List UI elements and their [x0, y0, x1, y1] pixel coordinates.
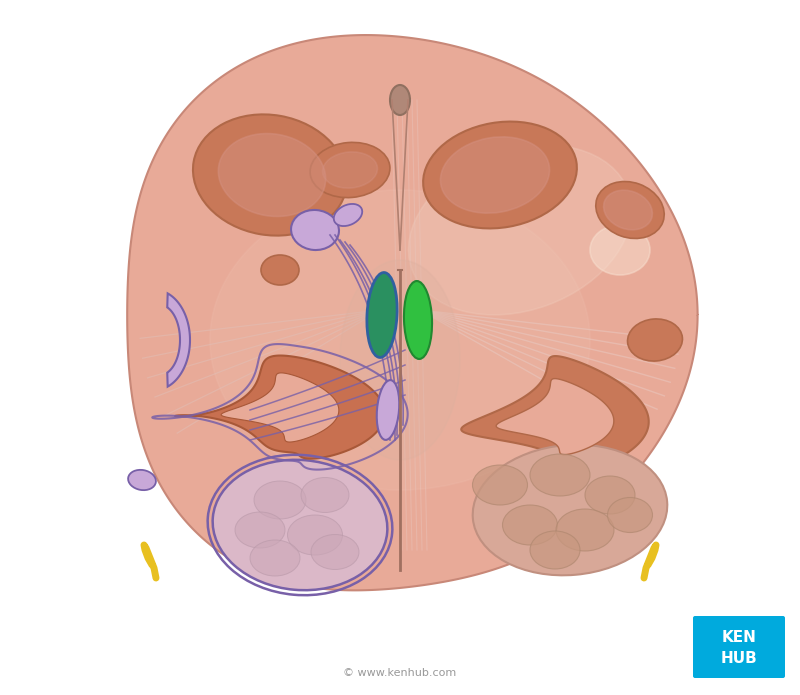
Polygon shape: [167, 293, 190, 386]
Ellipse shape: [334, 204, 362, 226]
Text: KEN: KEN: [722, 630, 757, 645]
Ellipse shape: [596, 181, 664, 238]
Ellipse shape: [367, 272, 397, 357]
Ellipse shape: [556, 509, 614, 551]
Ellipse shape: [530, 454, 590, 496]
Ellipse shape: [213, 460, 387, 590]
Ellipse shape: [604, 190, 652, 230]
Polygon shape: [221, 373, 339, 442]
Ellipse shape: [261, 255, 299, 285]
Ellipse shape: [409, 145, 631, 315]
Ellipse shape: [530, 531, 580, 569]
Polygon shape: [462, 356, 649, 473]
Polygon shape: [175, 356, 385, 459]
Ellipse shape: [210, 190, 590, 490]
Ellipse shape: [301, 477, 349, 512]
Ellipse shape: [585, 476, 635, 514]
Ellipse shape: [340, 260, 460, 460]
Ellipse shape: [473, 445, 667, 575]
Ellipse shape: [627, 319, 682, 361]
Polygon shape: [496, 379, 614, 455]
Ellipse shape: [193, 115, 347, 236]
Polygon shape: [127, 35, 698, 590]
Ellipse shape: [250, 540, 300, 576]
Ellipse shape: [235, 512, 285, 548]
Ellipse shape: [473, 465, 527, 505]
FancyBboxPatch shape: [693, 616, 785, 678]
Ellipse shape: [322, 152, 378, 188]
Ellipse shape: [291, 210, 339, 250]
Ellipse shape: [607, 498, 653, 532]
Ellipse shape: [441, 137, 550, 213]
Ellipse shape: [377, 380, 399, 440]
Ellipse shape: [287, 515, 342, 555]
Ellipse shape: [310, 142, 390, 197]
Ellipse shape: [590, 225, 650, 275]
Ellipse shape: [311, 534, 359, 569]
Ellipse shape: [502, 505, 558, 545]
Ellipse shape: [128, 470, 156, 490]
Text: HUB: HUB: [721, 651, 758, 666]
Ellipse shape: [404, 281, 432, 359]
Ellipse shape: [423, 122, 577, 229]
Ellipse shape: [390, 85, 410, 115]
Text: © www.kenhub.com: © www.kenhub.com: [343, 668, 457, 678]
Ellipse shape: [218, 133, 326, 216]
Ellipse shape: [254, 481, 306, 519]
